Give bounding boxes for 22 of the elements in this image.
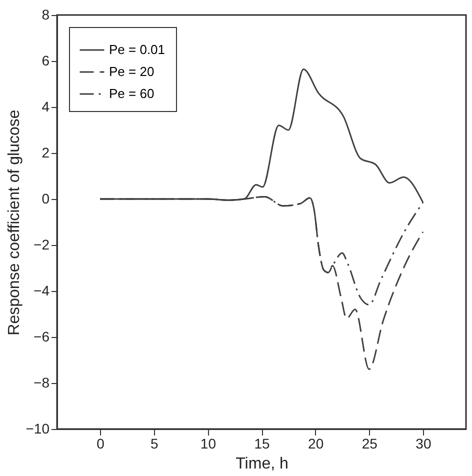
- legend-label: Pe = 0.01: [109, 42, 166, 57]
- y-tick-label: −2: [34, 236, 50, 252]
- x-tick-label: 15: [254, 436, 270, 452]
- y-tick-label: −10: [26, 420, 50, 436]
- x-tick-label: 25: [362, 436, 378, 452]
- y-tick-label: 0: [42, 190, 50, 206]
- y-tick-label: −6: [34, 328, 50, 344]
- y-tick-label: −4: [34, 282, 50, 298]
- y-axis-title: Response coefficient of glucose: [6, 110, 23, 336]
- y-tick-label: −8: [34, 374, 50, 390]
- x-tick-label: 30: [416, 436, 432, 452]
- x-tick-label: 10: [200, 436, 216, 452]
- x-axis-title: Time, h: [236, 456, 288, 472]
- y-tick-label: 8: [42, 6, 50, 22]
- y-tick-label: 6: [42, 52, 50, 68]
- y-tick-label: 4: [42, 98, 50, 114]
- x-tick-label: 5: [150, 436, 158, 452]
- y-tick-label: 2: [42, 144, 50, 160]
- x-tick-label: 20: [308, 436, 324, 452]
- legend-label: Pe = 60: [109, 86, 154, 101]
- legend-label: Pe = 20: [109, 64, 154, 79]
- x-tick-label: 0: [96, 436, 105, 452]
